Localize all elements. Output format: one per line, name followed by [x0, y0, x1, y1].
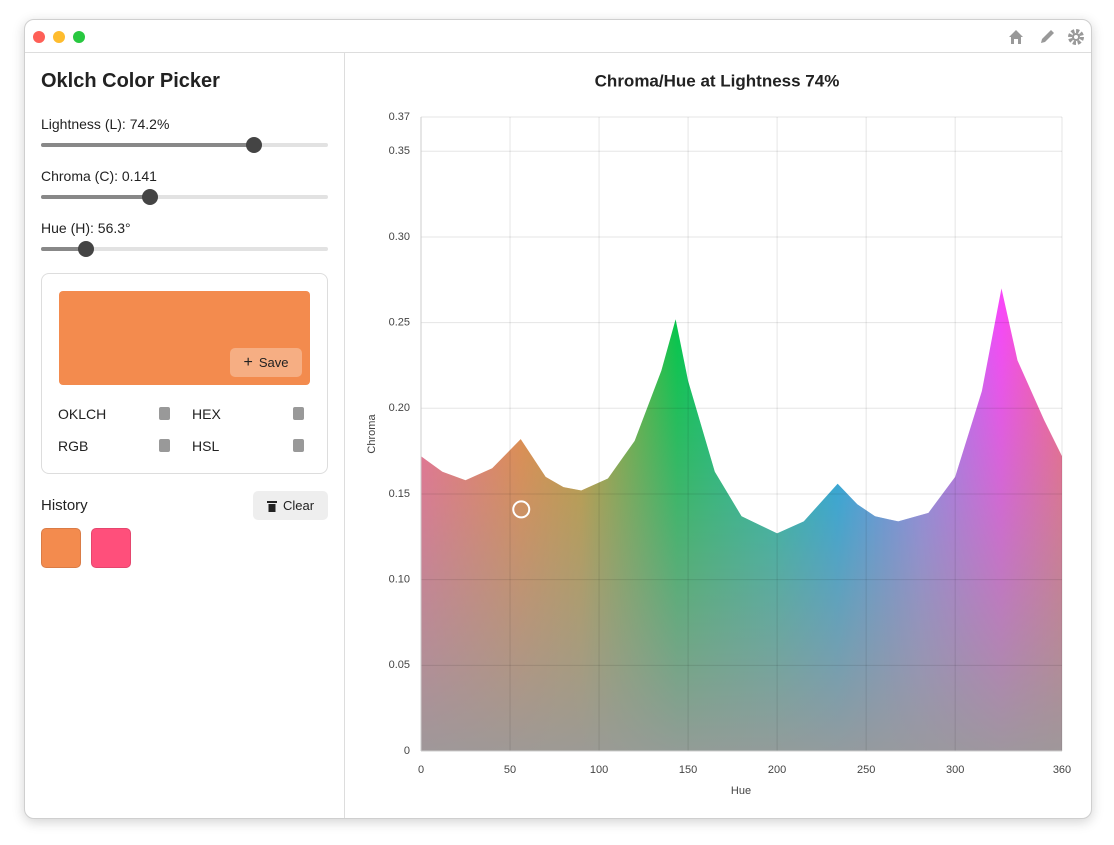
x-tick-label: 150 — [679, 764, 697, 776]
x-tick-label: 300 — [946, 764, 964, 776]
home-icon[interactable] — [1009, 30, 1023, 44]
y-tick-label: 0.15 — [389, 488, 410, 500]
app-title: Oklch Color Picker — [41, 70, 220, 92]
x-tick-label: 50 — [504, 764, 516, 776]
chart-title: Chroma/Hue at Lightness 74% — [595, 71, 840, 90]
trash-icon — [266, 500, 277, 512]
save-button[interactable]: + Save — [230, 348, 302, 377]
chart: Chroma/Hue at Lightness 74% Hue Chroma 0… — [366, 71, 1071, 797]
color-preview — [59, 291, 310, 385]
x-tick-label: 200 — [768, 764, 786, 776]
y-tick-label: 0.05 — [389, 659, 410, 671]
format-label: OKLCH — [58, 406, 107, 422]
copy-icon[interactable] — [293, 407, 304, 420]
close-button[interactable] — [33, 31, 45, 43]
copy-icon[interactable] — [159, 407, 170, 420]
slider-fill — [41, 143, 254, 147]
x-tick-label: 0 — [418, 764, 424, 776]
slider-label: Hue (H): 56.3° — [41, 220, 131, 236]
minimize-button[interactable] — [53, 31, 65, 43]
divider — [344, 53, 345, 818]
clear-button[interactable]: Clear — [253, 491, 328, 520]
slider-thumb[interactable] — [142, 189, 159, 205]
settings-icon[interactable] — [1068, 29, 1084, 45]
zoom-button[interactable] — [73, 31, 85, 43]
slider-thumb[interactable] — [245, 137, 262, 153]
slider-thumb[interactable] — [77, 241, 94, 257]
y-tick-label: 0.10 — [389, 574, 410, 586]
toolbar-icons — [1009, 29, 1084, 45]
slider-label: Chroma (C): 0.141 — [41, 168, 157, 184]
area-shading — [421, 288, 1062, 751]
color-card — [41, 273, 328, 474]
format-label: HEX — [192, 406, 221, 422]
slider-fill — [41, 195, 151, 199]
save-label: Save — [258, 355, 289, 370]
copy-icon[interactable] — [159, 439, 170, 452]
copy-icon[interactable] — [293, 439, 304, 452]
slider-label: Lightness (L): 74.2% — [41, 116, 170, 132]
history-swatch[interactable] — [41, 528, 81, 568]
history-swatch[interactable] — [91, 528, 131, 568]
y-tick-label: 0.25 — [389, 317, 410, 329]
x-axis-label: Hue — [731, 785, 751, 797]
y-tick-label: 0.37 — [389, 111, 410, 123]
current-color-marker — [512, 500, 531, 519]
clear-label: Clear — [282, 498, 315, 513]
slider-fill — [41, 247, 86, 251]
y-tick-label: 0.20 — [389, 402, 410, 414]
plus-icon: + — [243, 353, 253, 371]
x-tick-label: 100 — [590, 764, 608, 776]
app-window: Oklch Color Picker + Save History Clear C… — [24, 19, 1092, 819]
history-label: History — [41, 497, 88, 514]
y-axis-label: Chroma — [366, 414, 378, 454]
format-label: RGB — [58, 438, 89, 454]
y-tick-label: 0 — [404, 745, 410, 757]
edit-icon[interactable] — [1041, 30, 1054, 43]
format-label: HSL — [192, 438, 220, 454]
slider-track — [41, 195, 328, 199]
title-bar — [25, 20, 1091, 53]
x-tick-label: 250 — [857, 764, 875, 776]
y-tick-label: 0.35 — [389, 145, 410, 157]
slider-track — [41, 247, 328, 251]
y-tick-label: 0.30 — [389, 231, 410, 243]
x-tick-label: 360 — [1053, 764, 1071, 776]
